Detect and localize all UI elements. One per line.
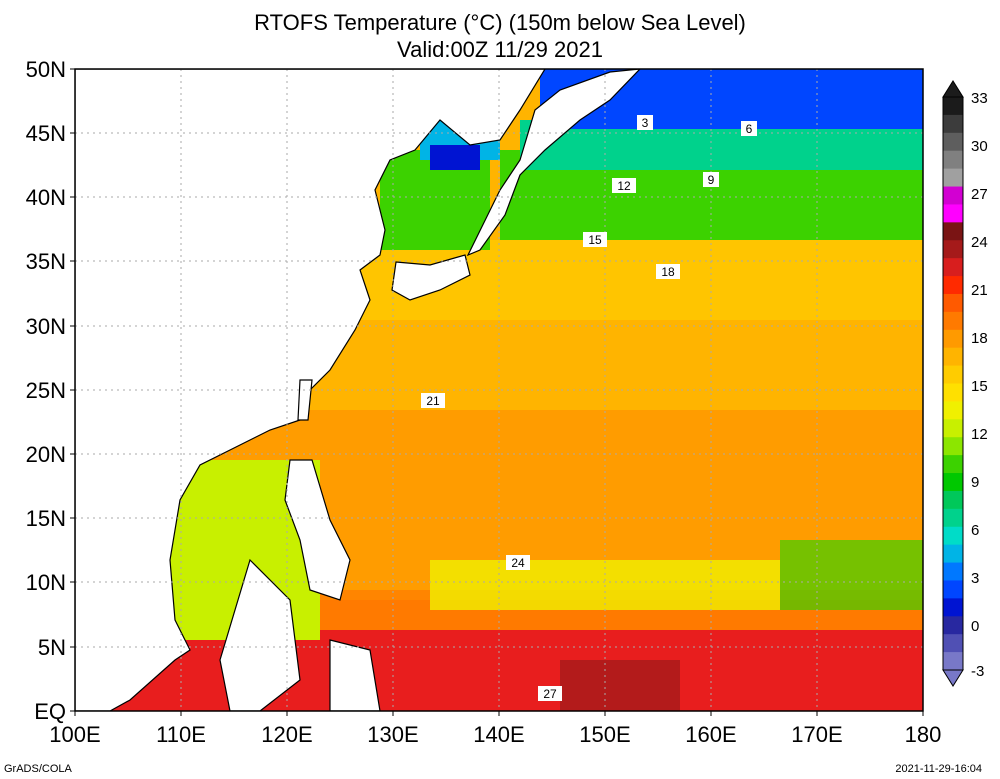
colorbar-segment bbox=[943, 634, 963, 653]
colorbar-label: 0 bbox=[971, 618, 979, 635]
colorbar-label: 6 bbox=[971, 522, 979, 539]
colorbar-segment bbox=[943, 508, 963, 528]
contour-label: 15 bbox=[583, 232, 607, 247]
colorbar-segment bbox=[943, 204, 963, 223]
colorbar-segment bbox=[943, 383, 963, 402]
colorbar: 33 30 27 24 21 18 15 12 9 6 3 0 -3 bbox=[942, 80, 988, 687]
svg-text:15: 15 bbox=[588, 233, 602, 247]
colorbar-segment bbox=[943, 490, 963, 510]
lat-label: 5N bbox=[38, 635, 66, 660]
colorbar-segment bbox=[943, 419, 963, 438]
colorbar-segment bbox=[943, 240, 963, 259]
colorbar-labels: 33 30 27 24 21 18 15 12 9 6 3 0 -3 bbox=[971, 90, 988, 680]
contour-label: 21 bbox=[421, 393, 445, 408]
colorbar-segment bbox=[943, 401, 963, 420]
colorbar-label: 9 bbox=[971, 474, 979, 491]
colorbar-label: -3 bbox=[971, 663, 984, 680]
map-title: RTOFS Temperature (°C) (150m below Sea L… bbox=[254, 10, 746, 35]
colorbar-segment bbox=[943, 329, 963, 349]
colorbar-frame bbox=[942, 96, 964, 671]
svg-text:12: 12 bbox=[617, 179, 631, 193]
map-field: 3 6 9 12 15 18 21 24 27 bbox=[75, 69, 923, 711]
colorbar-label: 18 bbox=[971, 330, 988, 347]
colorbar-label: 12 bbox=[971, 426, 988, 443]
svg-text:24: 24 bbox=[511, 556, 525, 570]
colorbar-segment bbox=[943, 526, 963, 546]
svg-text:9: 9 bbox=[708, 173, 715, 187]
svg-text:27: 27 bbox=[543, 687, 557, 701]
colorbar-segment bbox=[943, 365, 963, 384]
contour-label: 3 bbox=[637, 115, 653, 130]
lon-label: 100E bbox=[49, 722, 100, 747]
lat-label: 35N bbox=[26, 249, 66, 274]
colorbar-label: 27 bbox=[971, 186, 988, 203]
lat-label: 25N bbox=[26, 378, 66, 403]
colorbar-label: 21 bbox=[971, 282, 988, 299]
colorbar-min-triangle bbox=[942, 669, 964, 687]
colorbar-segment bbox=[943, 455, 963, 474]
colorbar-segment bbox=[943, 473, 963, 492]
colorbar-segment bbox=[943, 544, 963, 564]
map-valid-time: Valid:00Z 11/29 2021 bbox=[397, 37, 603, 62]
contour-label: 9 bbox=[703, 172, 719, 187]
colorbar-segment bbox=[943, 311, 963, 331]
contour-label: 27 bbox=[538, 686, 562, 701]
lon-label: 140E bbox=[473, 722, 524, 747]
colorbar-segment bbox=[943, 276, 963, 295]
colorbar-segment bbox=[943, 598, 963, 617]
lon-label: 170E bbox=[791, 722, 842, 747]
contour-labels: 3 6 9 12 15 18 21 24 27 bbox=[421, 115, 757, 701]
grid-lines bbox=[75, 69, 923, 711]
colorbar-segment bbox=[943, 347, 963, 367]
lon-label: 110E bbox=[156, 722, 206, 747]
colorbar-segment bbox=[943, 132, 963, 152]
colorbar-segment bbox=[943, 114, 963, 134]
footer-timestamp: 2021-11-29-16:04 bbox=[895, 763, 982, 775]
lat-label: 45N bbox=[26, 121, 66, 146]
colorbar-label: 33 bbox=[971, 90, 988, 107]
lon-label: 160E bbox=[685, 722, 736, 747]
lon-label: 180 bbox=[905, 722, 942, 747]
colorbar-label: 15 bbox=[971, 378, 988, 395]
svg-text:21: 21 bbox=[426, 394, 440, 408]
colorbar-segment bbox=[943, 150, 963, 170]
contour-label: 18 bbox=[656, 264, 680, 279]
lon-label: 130E bbox=[367, 722, 418, 747]
contour-label: 12 bbox=[612, 178, 636, 193]
lat-label: 50N bbox=[26, 57, 66, 82]
svg-text:3: 3 bbox=[642, 116, 649, 130]
colorbar-segment bbox=[943, 222, 963, 241]
colorbar-segment bbox=[943, 652, 963, 671]
lat-label: 30N bbox=[26, 314, 66, 339]
colorbar-segment bbox=[943, 293, 963, 313]
colorbar-segment bbox=[943, 97, 963, 116]
colorbar-label: 3 bbox=[971, 570, 979, 587]
svg-text:18: 18 bbox=[661, 265, 675, 279]
lat-label: 10N bbox=[26, 570, 66, 595]
latitude-labels: 50N 45N 40N 35N 30N 25N 20N 15N 10N 5N E… bbox=[26, 57, 66, 724]
colorbar-segment bbox=[943, 562, 963, 581]
footer-credit: GrADS/COLA bbox=[4, 763, 72, 775]
lon-label: 120E bbox=[261, 722, 312, 747]
contour-label: 6 bbox=[741, 121, 757, 136]
lat-label: 40N bbox=[26, 185, 66, 210]
lat-label: 20N bbox=[26, 442, 66, 467]
lat-label: EQ bbox=[34, 699, 66, 724]
lon-label: 150E bbox=[579, 722, 630, 747]
colorbar-segment bbox=[943, 258, 963, 277]
lat-label: 15N bbox=[26, 506, 66, 531]
longitude-labels: 100E 110E 120E 130E 140E 150E 160E 170E … bbox=[49, 722, 941, 747]
colorbar-segment bbox=[943, 580, 963, 599]
svg-text:6: 6 bbox=[746, 122, 753, 136]
colorbar-segment bbox=[943, 437, 963, 456]
colorbar-label: 30 bbox=[971, 138, 988, 155]
colorbar-segment bbox=[943, 186, 963, 205]
colorbar-max-triangle bbox=[942, 80, 964, 98]
contour-label: 24 bbox=[506, 555, 530, 570]
colorbar-segment bbox=[943, 616, 963, 635]
colorbar-label: 24 bbox=[971, 234, 988, 251]
colorbar-segment bbox=[943, 168, 963, 188]
